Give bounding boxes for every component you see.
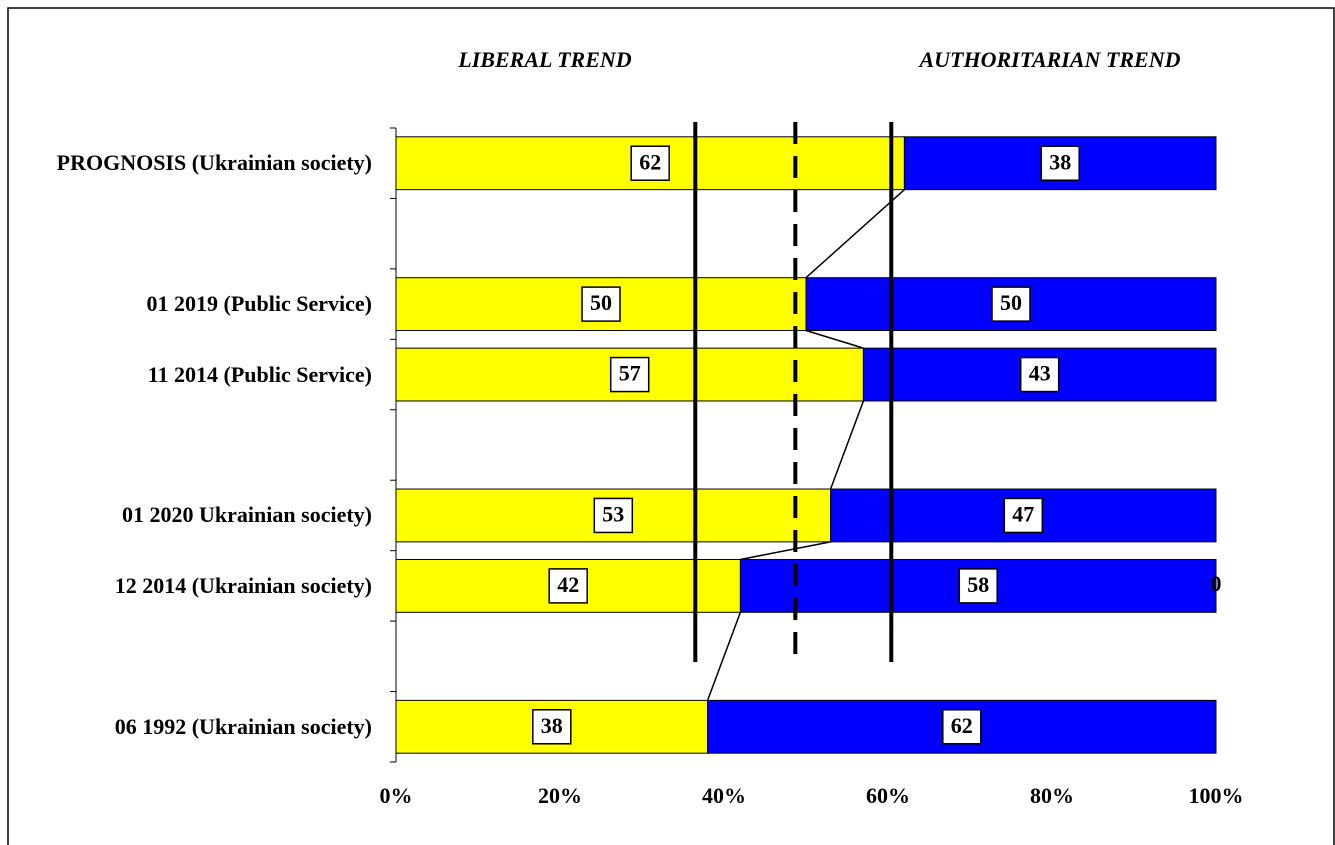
category-text: 11 2014 (Public Service) <box>147 361 372 387</box>
value-label: 58 <box>967 572 989 597</box>
value-label-box <box>1019 356 1060 393</box>
value-label-box <box>991 286 1031 322</box>
value-label-box <box>593 497 634 534</box>
x-tick-label: 0% <box>380 783 413 808</box>
value-label-box <box>630 145 670 181</box>
category-text: 01 2020 Ukrainian society) <box>122 502 372 528</box>
value-label-box <box>942 709 982 745</box>
value-label: 62 <box>639 149 661 174</box>
series-connector <box>805 189 905 279</box>
value-label: 38 <box>1049 149 1071 174</box>
x-tick-label: 20% <box>538 783 582 808</box>
category-text: 12 2014 (Ukrainian society) <box>114 572 372 598</box>
category-label: 06 1992 (Ukrainian society) <box>42 692 372 762</box>
value-label: 42 <box>557 572 579 597</box>
category-label: 12 2014 (Ukrainian society) <box>42 551 372 621</box>
category-text: 01 2019 (Public Service) <box>146 291 372 317</box>
value-label-box <box>581 286 621 322</box>
category-label: 01 2020 Ukrainian society) <box>42 480 372 550</box>
value-label: 50 <box>1000 290 1022 315</box>
category-label: 01 2019 (Public Service) <box>42 269 372 339</box>
frame <box>7 7 1335 845</box>
category-text: PROGNOSIS (Ukrainian society) <box>56 150 372 176</box>
value-label: 43 <box>1029 361 1051 386</box>
annotation: 0 <box>1211 571 1222 596</box>
value-label-box <box>548 568 588 604</box>
value-label: 38 <box>541 713 563 738</box>
x-tick-label: 100% <box>1189 783 1244 808</box>
value-label-box <box>958 568 998 604</box>
series-connector <box>740 541 831 561</box>
value-label-box <box>532 709 572 745</box>
value-label: 62 <box>951 713 973 738</box>
value-label: 47 <box>1012 501 1034 526</box>
trend-header: AUTHORITARIAN TREND <box>918 47 1181 72</box>
series-connector <box>706 612 742 701</box>
value-label-box <box>1040 145 1080 181</box>
value-label: 53 <box>602 501 624 526</box>
series-connector <box>805 329 864 349</box>
x-tick-label: 80% <box>1030 783 1074 808</box>
series-connector <box>829 400 865 490</box>
trend-header: LIBERAL TREND <box>457 47 631 72</box>
value-label-box <box>1003 497 1044 534</box>
value-label-box <box>609 356 650 393</box>
x-tick-label: 60% <box>866 783 910 808</box>
category-label: 11 2014 (Public Service) <box>42 340 372 410</box>
value-label: 50 <box>590 290 612 315</box>
category-label: PROGNOSIS (Ukrainian society) <box>42 128 372 198</box>
value-label: 57 <box>619 361 641 386</box>
x-tick-label: 40% <box>702 783 746 808</box>
category-text: 06 1992 (Ukrainian society) <box>114 713 372 739</box>
